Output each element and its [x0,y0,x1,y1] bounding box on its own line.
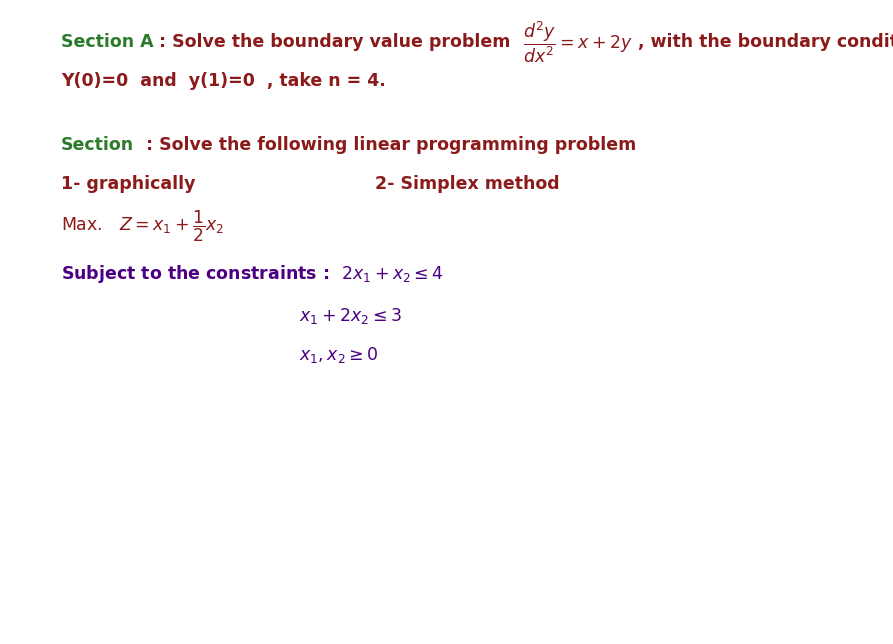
Text: Max.   $Z = x_1 + \dfrac{1}{2}x_2$: Max. $Z = x_1 + \dfrac{1}{2}x_2$ [61,209,224,245]
Text: : Solve the boundary value problem: : Solve the boundary value problem [154,33,522,51]
Text: $\dfrac{d^2y}{dx^2} = x + 2y$: $\dfrac{d^2y}{dx^2} = x + 2y$ [522,19,632,64]
Text: $x_1, x_2 \geq 0$: $x_1, x_2 \geq 0$ [299,345,379,366]
Text: Y(0)=0  and  y(1)=0  , take n = 4.: Y(0)=0 and y(1)=0 , take n = 4. [61,71,386,90]
Text: , with the boundary conditions: , with the boundary conditions [632,33,893,51]
Text: : Solve the following linear programming problem: : Solve the following linear programming… [134,136,636,154]
Text: 1- graphically: 1- graphically [61,175,196,193]
Text: Section: Section [61,136,134,154]
Text: 2- Simplex method: 2- Simplex method [375,175,560,193]
Text: Subject to the constraints :  $2x_1 + x_2 \leq 4$: Subject to the constraints : $2x_1 + x_2… [61,263,444,285]
Text: $x_1 + 2x_2 \leq 3$: $x_1 + 2x_2 \leq 3$ [299,305,402,326]
Text: Section A: Section A [61,33,154,51]
